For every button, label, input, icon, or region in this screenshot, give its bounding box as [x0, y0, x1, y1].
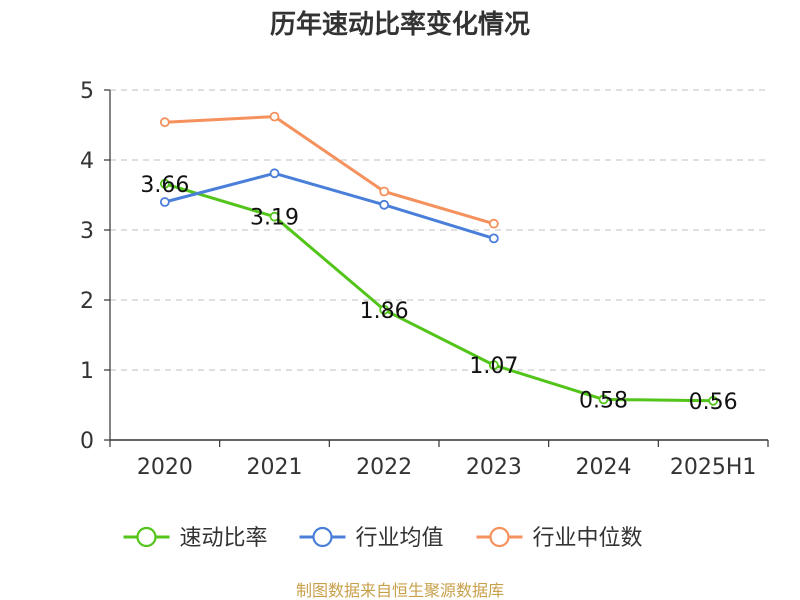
legend-label: 行业均值	[356, 526, 444, 551]
data-point	[379, 304, 390, 315]
data-point	[598, 394, 609, 405]
grid-layer	[110, 89, 768, 371]
data-point	[379, 186, 390, 197]
data-label-layer: 3.66 3.19 1.86 1.07 0.58 0.56	[140, 173, 737, 415]
data-point	[488, 233, 499, 244]
legend-item[interactable]: 行业中位数	[476, 526, 643, 551]
legend-marker-icon	[136, 526, 157, 548]
data-label: 0.56	[689, 390, 738, 415]
data-point	[708, 395, 719, 406]
legend-item[interactable]: 速动比率	[123, 526, 268, 551]
y-tick-label: 4	[80, 149, 94, 174]
legend: 速动比率 行业均值 行业中位数	[123, 526, 643, 551]
data-point	[488, 218, 499, 229]
data-point	[269, 111, 280, 122]
y-tick-label: 5	[80, 79, 94, 104]
data-label: 1.07	[469, 354, 518, 379]
data-point	[159, 178, 170, 189]
legend-marker-icon	[312, 526, 333, 548]
x-tick-label: 2023	[466, 455, 522, 480]
data-point	[159, 117, 170, 128]
y-tick-label: 3	[80, 219, 94, 244]
data-point	[488, 360, 499, 371]
legend-item[interactable]: 行业均值	[299, 526, 444, 551]
x-tick-label: 2024	[576, 455, 632, 480]
data-point	[159, 197, 170, 207]
data-label: 3.19	[250, 206, 299, 231]
y-tick-label: 0	[80, 429, 94, 454]
legend-marker-icon	[489, 526, 510, 548]
chart-title: 历年速动比率变化情况	[270, 9, 530, 40]
source-note: 制图数据来自恒生聚源数据库	[296, 581, 504, 600]
x-tick-label: 2020	[137, 455, 193, 480]
series-layer	[159, 111, 719, 406]
data-point	[269, 168, 280, 179]
data-label: 0.58	[579, 388, 628, 413]
series-line	[163, 182, 715, 403]
y-tick-label: 2	[80, 289, 94, 314]
y-tick-label: 1	[80, 359, 94, 384]
legend-label: 行业中位数	[533, 526, 643, 551]
data-label: 3.66	[140, 173, 189, 198]
x-tick-label: 2025H1	[670, 455, 757, 480]
series-line	[163, 171, 496, 240]
x-tick-label: 2021	[247, 455, 303, 480]
data-point	[269, 211, 280, 222]
data-label: 1.86	[360, 299, 409, 324]
series-line	[163, 115, 496, 226]
axis-layer: 0 1 2 3 4 5 2020 2021 2022 2023 2024 2025H1	[80, 79, 769, 480]
legend-label: 速动比率	[180, 526, 268, 551]
x-tick-label: 2022	[356, 455, 412, 480]
data-point	[379, 199, 390, 210]
